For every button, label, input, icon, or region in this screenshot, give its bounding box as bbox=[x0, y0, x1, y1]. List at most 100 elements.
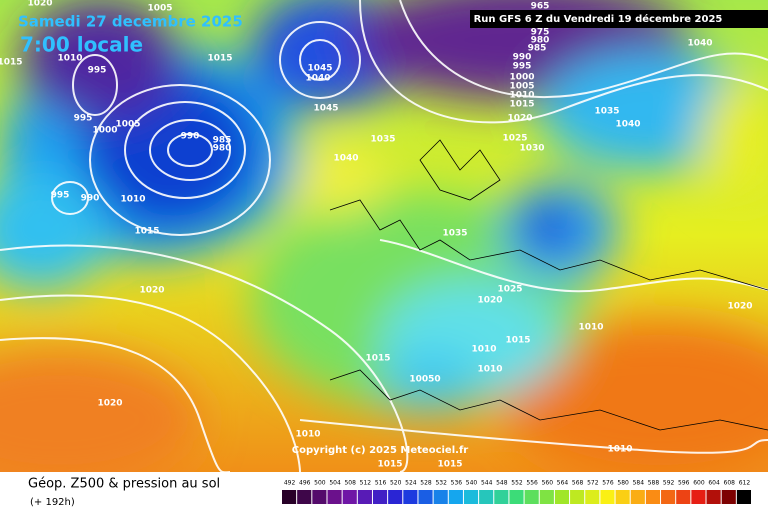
color-swatch bbox=[357, 490, 372, 504]
isobar-label: 1015 bbox=[207, 54, 232, 64]
color-swatch bbox=[721, 490, 736, 504]
isobar-label: 1010 bbox=[578, 323, 603, 333]
isobar-label: 1020 bbox=[477, 296, 502, 306]
isobar-label: 1005 bbox=[509, 82, 534, 92]
isobar-label: 1040 bbox=[333, 154, 358, 164]
isobar-label: 1035 bbox=[442, 229, 467, 239]
isobar-label: 1040 bbox=[687, 39, 712, 49]
isobar-label: 1020 bbox=[139, 286, 164, 296]
legend-title: Géop. Z500 & pression au sol bbox=[28, 477, 220, 492]
isobar-label: 985 bbox=[213, 136, 232, 146]
colorbar-label: 612 bbox=[739, 480, 751, 487]
colorbar-label: 492 bbox=[284, 480, 296, 487]
color-swatch bbox=[509, 490, 524, 504]
color-swatch bbox=[736, 490, 751, 504]
color-swatch bbox=[600, 490, 615, 504]
color-swatch bbox=[433, 490, 448, 504]
color-swatch bbox=[676, 490, 691, 504]
colorbar-label: 572 bbox=[587, 480, 599, 487]
isobar-label: 1015 bbox=[0, 58, 23, 68]
isobar-label: 985 bbox=[528, 44, 547, 54]
isobar-label: 1015 bbox=[509, 100, 534, 110]
colorbar-label: 496 bbox=[299, 480, 311, 487]
colorbar-label: 540 bbox=[466, 480, 478, 487]
colorbar-label: 600 bbox=[693, 480, 705, 487]
colorbar-label: 588 bbox=[648, 480, 660, 487]
isobar-label: 1010 bbox=[295, 430, 320, 440]
isobar-label: 1000 bbox=[509, 73, 534, 83]
color-swatch bbox=[585, 490, 600, 504]
isobar-label: 995 bbox=[88, 66, 107, 76]
isobar-label: 1000 bbox=[92, 126, 117, 136]
isobar-label: 10050 bbox=[409, 375, 440, 385]
run-box bbox=[470, 10, 768, 28]
color-swatch bbox=[570, 490, 585, 504]
color-swatch bbox=[554, 490, 570, 504]
isobar-label: 1020 bbox=[727, 302, 752, 312]
isobar-label: 1010 bbox=[477, 365, 502, 375]
color-swatch bbox=[327, 490, 342, 504]
color-swatch bbox=[403, 490, 418, 504]
isobar-label: 1010 bbox=[607, 445, 632, 455]
color-swatch bbox=[418, 490, 433, 504]
isobar-label: 1005 bbox=[147, 4, 172, 14]
isobar-label: 975 bbox=[531, 28, 550, 38]
date: Samedi 27 decembre 2025 bbox=[18, 13, 243, 31]
isobar-label: 990 bbox=[81, 194, 100, 204]
map-field bbox=[0, 0, 768, 490]
colorbar-label: 520 bbox=[390, 480, 402, 487]
colorbar-label: 524 bbox=[405, 480, 417, 487]
colorbar-label: 576 bbox=[602, 480, 614, 487]
colorbar-label: 564 bbox=[557, 480, 569, 487]
isobar-label: 995 bbox=[51, 191, 70, 201]
color-swatch bbox=[661, 490, 676, 504]
isobar-label: 1040 bbox=[615, 120, 640, 130]
isobar-label: 1035 bbox=[594, 107, 619, 117]
color-swatch bbox=[494, 490, 509, 504]
isobar-label: 980 bbox=[531, 36, 550, 46]
colorbar-label: 560 bbox=[542, 480, 554, 487]
isobar-label: 995 bbox=[513, 62, 532, 72]
colorbar-label: 568 bbox=[572, 480, 584, 487]
isobar-label: 1015 bbox=[365, 354, 390, 364]
colorbar-label: 556 bbox=[526, 480, 538, 487]
run-info: Run GFS 6 Z du Vendredi 19 décembre 2025 bbox=[474, 13, 723, 25]
colorbar-label: 548 bbox=[496, 480, 508, 487]
colorbar-label: 604 bbox=[708, 480, 720, 487]
colorbar-label: 536 bbox=[451, 480, 463, 487]
color-swatch bbox=[388, 490, 403, 504]
colorbar-label: 580 bbox=[617, 480, 629, 487]
isobar-label: 1015 bbox=[437, 460, 462, 470]
color-swatch bbox=[691, 490, 706, 504]
colorbar-label: 608 bbox=[724, 480, 736, 487]
lead-time: (+ 192h) bbox=[30, 497, 75, 508]
colorbar-label: 528 bbox=[420, 480, 432, 487]
colorbar-label: 592 bbox=[663, 480, 675, 487]
isobar-label: 1015 bbox=[134, 227, 159, 237]
isobar-label: 990 bbox=[513, 53, 532, 63]
time: 7:00 locale bbox=[20, 33, 143, 57]
isobar-label: 1030 bbox=[519, 144, 544, 154]
isobar-label: 995 bbox=[74, 114, 93, 124]
isobar-label: 1040 bbox=[305, 74, 330, 84]
copyright: Copyright (c) 2025 Meteociel.fr bbox=[292, 445, 469, 456]
colorbar-label: 512 bbox=[360, 480, 372, 487]
colorbar-label: 516 bbox=[375, 480, 387, 487]
color-swatch bbox=[615, 490, 630, 504]
colorbar-label: 552 bbox=[511, 480, 523, 487]
colorbar-label: 508 bbox=[344, 480, 356, 487]
color-swatch bbox=[645, 490, 661, 504]
isobar-label: 1010 bbox=[509, 91, 534, 101]
color-swatch bbox=[282, 490, 297, 504]
isobar-label: 990 bbox=[181, 132, 200, 142]
isobar-label: 1045 bbox=[313, 104, 338, 114]
colorbar-label: 504 bbox=[329, 480, 341, 487]
isobar-label: 965 bbox=[531, 2, 550, 12]
isobar-label: 1045 bbox=[307, 64, 332, 74]
colorbar-label: 532 bbox=[435, 480, 447, 487]
colorbar-label: 544 bbox=[481, 480, 493, 487]
isobar-label: 1010 bbox=[57, 54, 82, 64]
isobar-label: 1025 bbox=[497, 285, 522, 295]
isobar-label: 1015 bbox=[377, 460, 402, 470]
